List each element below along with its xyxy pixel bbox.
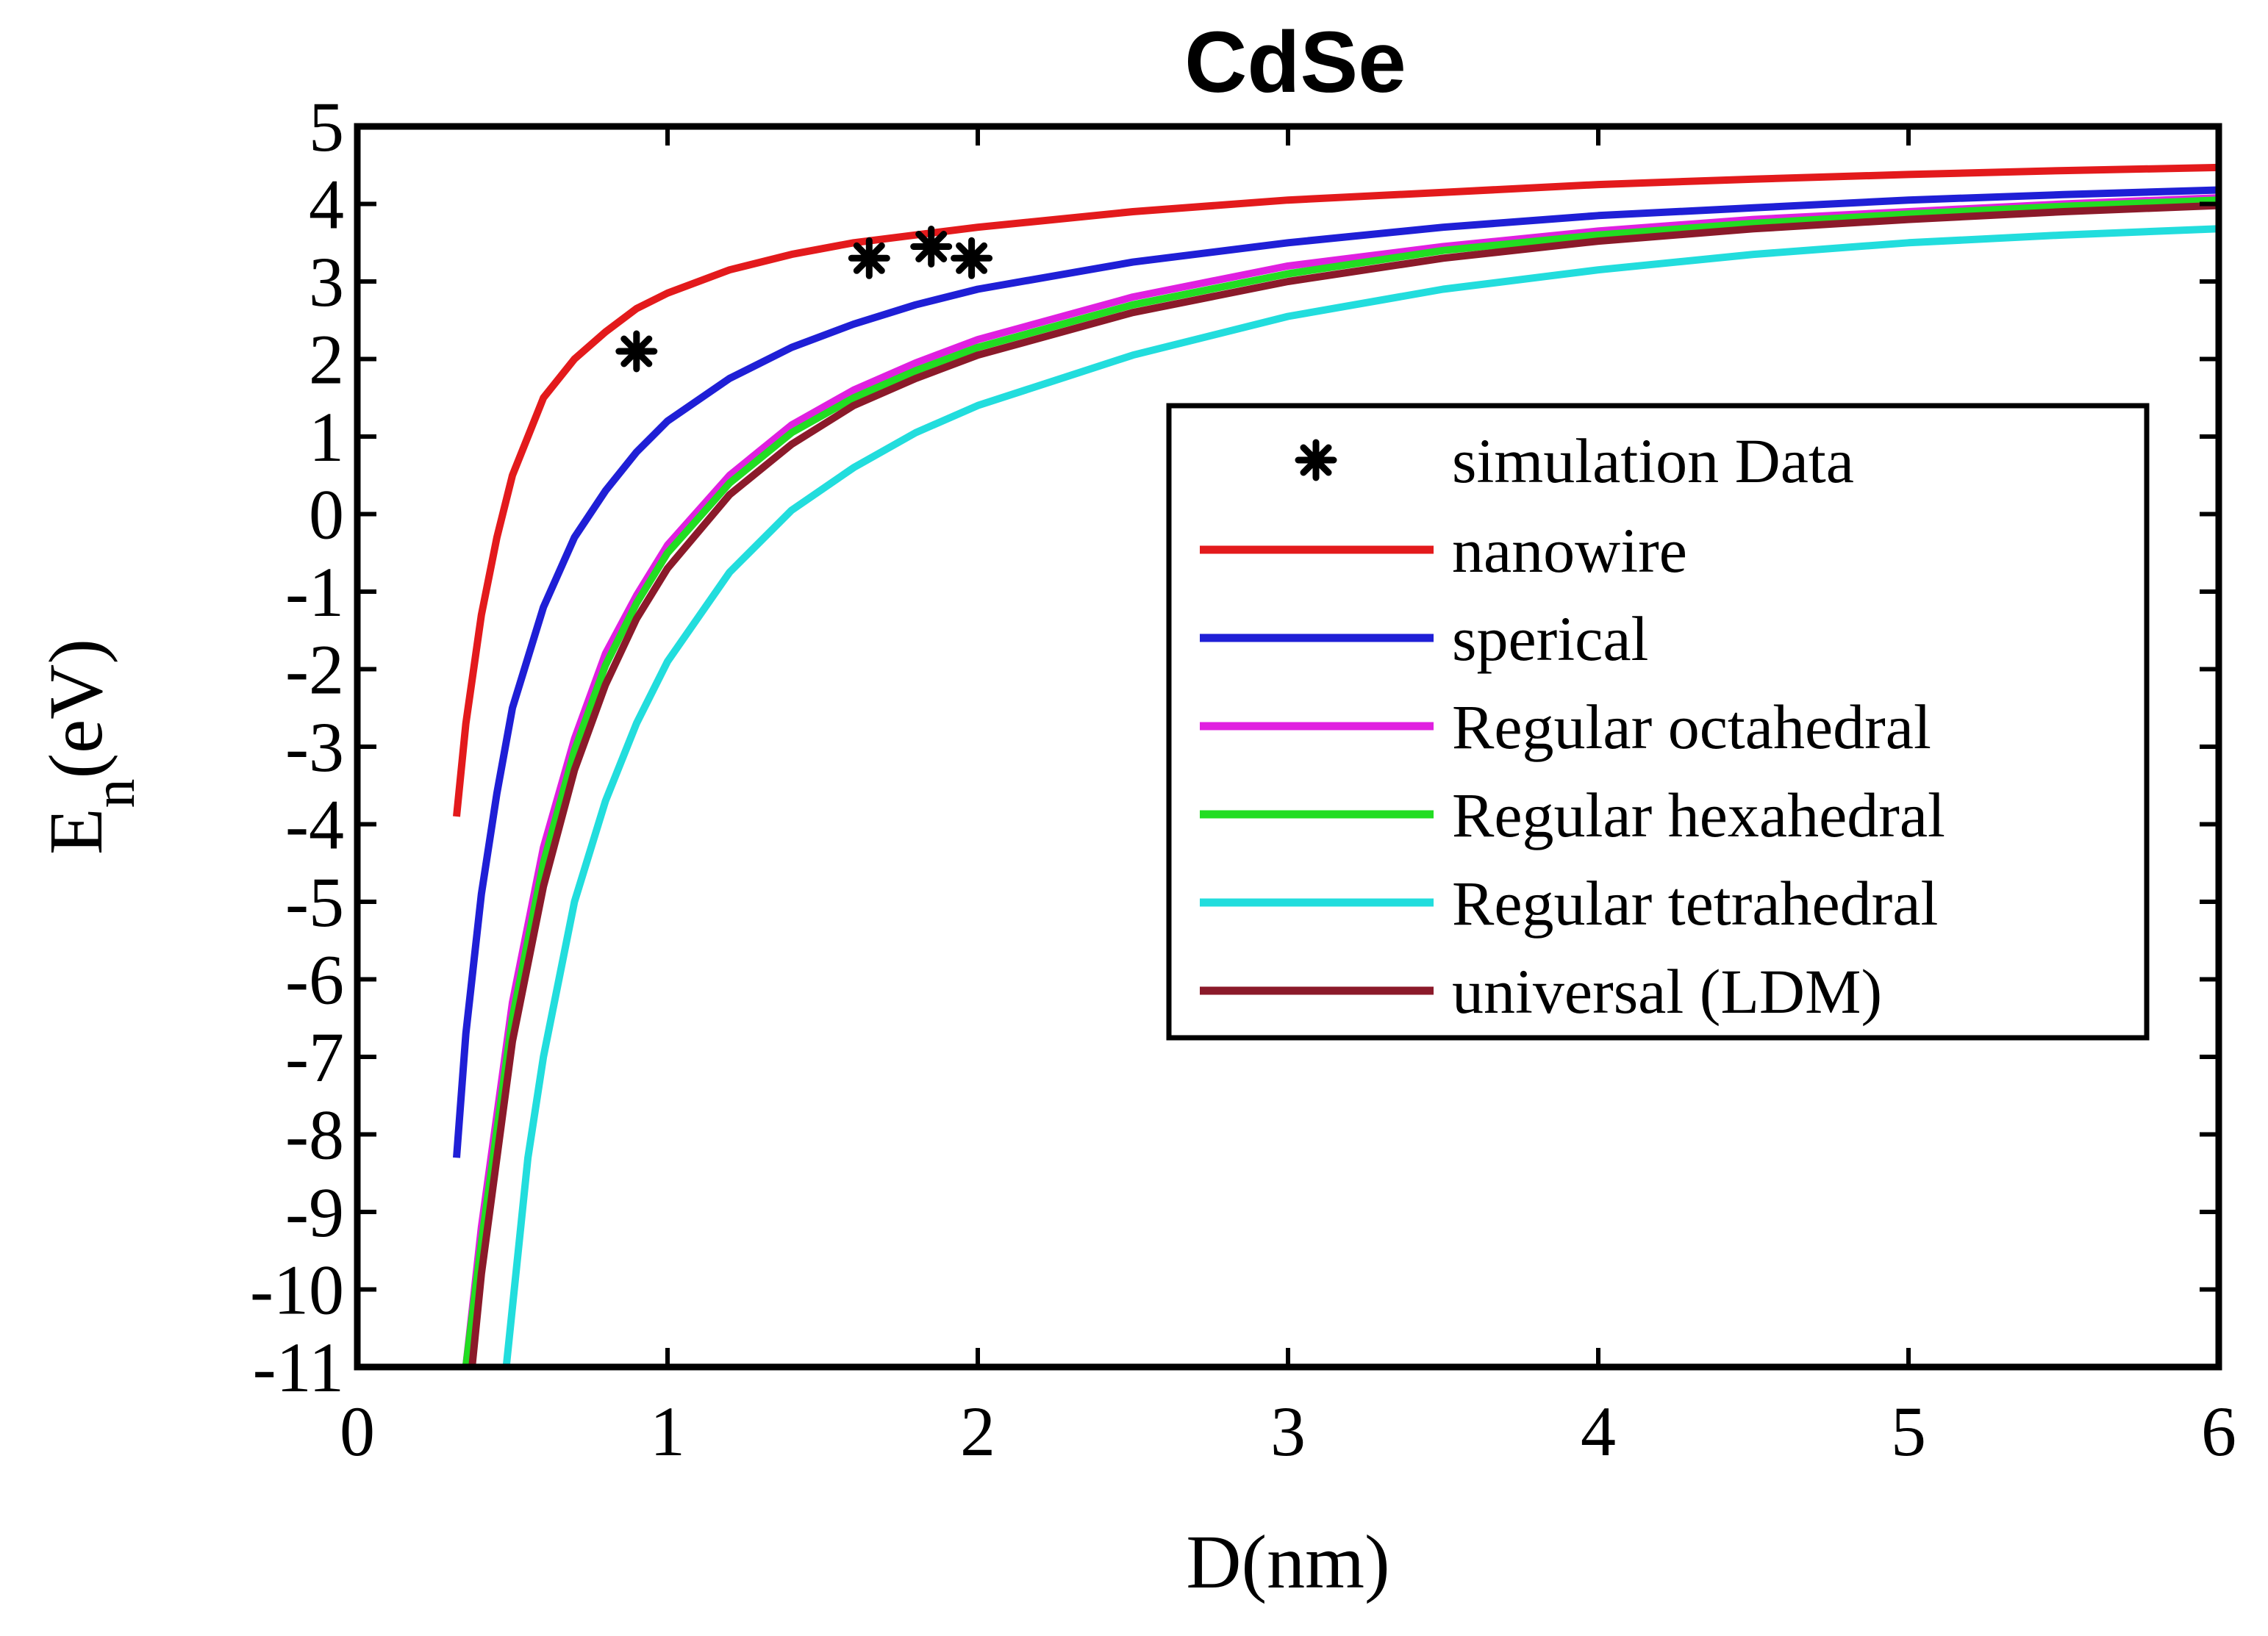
chart-title: CdSe xyxy=(1184,14,1406,111)
legend-entry-regular-tetrahedral: Regular tetrahedral xyxy=(1200,868,1938,939)
legend: simulation Data nanowire sperical Regular … xyxy=(1166,403,2150,1041)
y-axis-label-main: E xyxy=(34,808,118,855)
y-tick-label: -2 xyxy=(285,631,344,709)
y-tick-label: -10 xyxy=(250,1251,344,1330)
legend-asterisk-icon xyxy=(1295,439,1337,481)
legend-entry-regular-octahedral: Regular octahedral xyxy=(1200,692,1931,762)
simulation-data-point xyxy=(951,237,993,279)
legend-label-universal-ldm: universal (LDM) xyxy=(1452,956,1882,1027)
x-axis-label: D(nm) xyxy=(1186,1520,1389,1604)
legend-line-entries: nanowire sperical Regular octahedral Regula… xyxy=(1200,515,1945,1027)
x-tick-label: 1 xyxy=(650,1392,685,1471)
y-tick-label: -6 xyxy=(285,941,344,1019)
x-tick-label: 5 xyxy=(1891,1392,1926,1471)
legend-entry-universal-ldm: universal (LDM) xyxy=(1200,956,1882,1027)
legend-label-nanowire: nanowire xyxy=(1452,515,1687,586)
y-tick-label: -11 xyxy=(253,1328,344,1407)
simulation-data-point xyxy=(615,330,658,373)
x-tick-label: 6 xyxy=(2201,1392,2236,1471)
x-tick-label: 0 xyxy=(340,1392,375,1471)
y-tick-label: -9 xyxy=(285,1173,344,1252)
series-line-sperical xyxy=(453,186,2219,1158)
series-line-regular-hexahedral xyxy=(462,196,2219,1368)
y-axis-label-unit: (eV) xyxy=(34,639,118,779)
scatter-layer xyxy=(615,226,993,373)
legend-box xyxy=(1166,403,2150,1041)
legend-label-simulation: simulation Data xyxy=(1452,426,1854,496)
legend-label-regular-octahedral: Regular octahedral xyxy=(1452,692,1931,762)
legend-label-regular-tetrahedral: Regular tetrahedral xyxy=(1452,868,1938,939)
y-tick-label: -7 xyxy=(285,1018,344,1097)
y-tick-label: 1 xyxy=(309,398,344,476)
series-line-regular-tetrahedral xyxy=(502,225,2219,1368)
series-line-universal-ldm xyxy=(468,201,2219,1368)
svg-text:En(eV): En(eV) xyxy=(34,639,147,855)
legend-entry-sperical: sperical xyxy=(1200,603,1648,674)
series-line-regular-octahedral xyxy=(462,194,2219,1368)
y-tick-label: -1 xyxy=(285,553,344,631)
legend-label-regular-hexahedral: Regular hexahedral xyxy=(1452,780,1945,850)
y-tick-label: -8 xyxy=(285,1096,344,1174)
legend-label-sperical: sperical xyxy=(1452,603,1648,674)
series-layer xyxy=(453,163,2219,1368)
y-tick-label: 4 xyxy=(309,165,344,244)
simulation-data-point xyxy=(848,237,890,279)
y-axis-label-sub: n xyxy=(82,779,147,808)
y-tick-label: -4 xyxy=(285,786,344,864)
series-line-nanowire xyxy=(453,163,2219,817)
x-tick-label: 2 xyxy=(960,1392,995,1471)
y-axis-label: En(eV) xyxy=(34,639,147,855)
y-tick-label: 5 xyxy=(309,87,344,166)
y-tick-label: 0 xyxy=(309,476,344,554)
x-axis-ticks: 0 1 2 3 4 5 6 xyxy=(340,126,2236,1471)
legend-entry-nanowire: nanowire xyxy=(1200,515,1687,586)
y-tick-label: -3 xyxy=(285,708,344,786)
y-tick-label: 3 xyxy=(309,243,344,321)
y-tick-label: -5 xyxy=(285,863,344,941)
x-tick-label: 3 xyxy=(1270,1392,1306,1471)
x-tick-label: 4 xyxy=(1581,1392,1616,1471)
legend-entry-regular-hexahedral: Regular hexahedral xyxy=(1200,780,1945,850)
legend-entry-simulation: simulation Data xyxy=(1295,426,1854,496)
simulation-data-point xyxy=(910,226,953,268)
y-tick-label: 2 xyxy=(309,320,344,399)
